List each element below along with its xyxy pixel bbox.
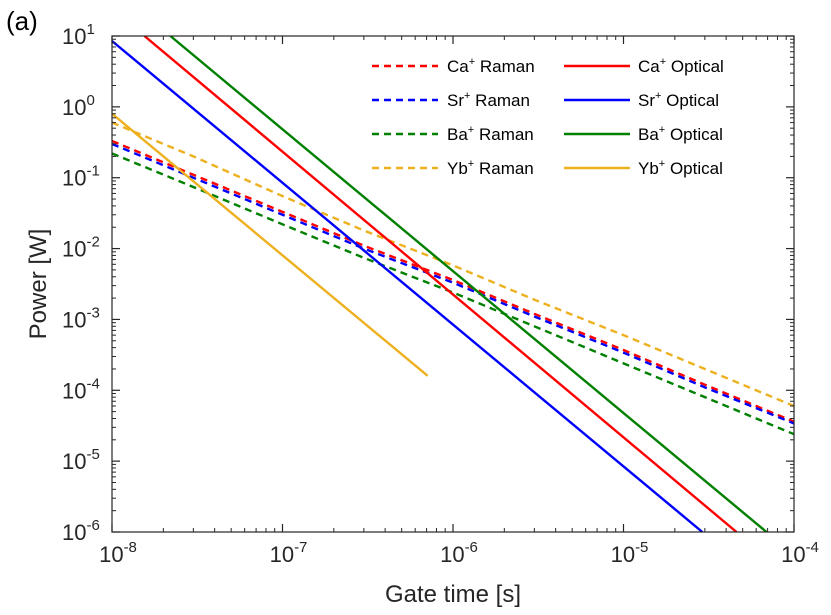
tick-layer: 10-8 10-7 10-6 10-5 10-4 10-6 10-5 10-4 10-3 10-2… — [62, 21, 819, 567]
legend-entry-yb-optical: Yb+ Optical — [564, 158, 723, 178]
panel-label: (a) — [6, 6, 38, 36]
legend-label: Ca+ Optical — [638, 56, 724, 76]
y-tick-label: 10-5 — [62, 446, 100, 474]
legend-entry-yb-raman: Yb+ Raman — [372, 158, 534, 178]
series-sr-optical-line — [112, 40, 704, 532]
series-yb-raman-line — [112, 121, 794, 408]
legend-label: Sr+ Optical — [638, 90, 719, 110]
x-tick-label: 10-7 — [270, 539, 308, 567]
y-axis-label: Power [W] — [25, 229, 52, 340]
legend-entry-sr-optical: Sr+ Optical — [564, 90, 719, 110]
series-yb-optical-line — [112, 112, 429, 377]
series-ca-optical-line — [143, 36, 738, 532]
axes-box — [111, 35, 795, 533]
legend-entry-ca-optical: Ca+ Optical — [564, 56, 724, 76]
legend-entry-sr-raman: Sr+ Raman — [372, 90, 530, 110]
legend-label: Sr+ Raman — [447, 90, 530, 110]
legend-label: Ca+ Raman — [447, 56, 535, 76]
series-ba-raman-line — [112, 152, 794, 436]
legend-entry-ba-raman: Ba+ Raman — [372, 124, 534, 144]
x-tick-label: 10-5 — [611, 539, 649, 567]
x-tick-label: 10-6 — [440, 539, 478, 567]
x-axis-label: Gate time [s] — [385, 581, 521, 608]
y-tick-label: 101 — [62, 21, 95, 49]
series-layer — [112, 36, 794, 532]
legend-label: Yb+ Raman — [447, 158, 534, 178]
x-tick-label: 10-4 — [781, 539, 819, 567]
legend: Ca+ Raman Sr+ Raman Ba+ Raman Yb+ Raman Ca+ … — [372, 56, 724, 178]
y-tick-label: 10-6 — [62, 517, 100, 545]
legend-label: Yb+ Optical — [638, 158, 723, 178]
y-tick-label: 10-1 — [62, 163, 100, 191]
y-tick-label: 10-4 — [62, 375, 100, 403]
y-tick-label: 10-2 — [62, 234, 100, 262]
legend-entry-ca-raman: Ca+ Raman — [372, 56, 535, 76]
legend-label: Ba+ Optical — [638, 124, 723, 144]
series-ba-optical-line — [169, 36, 768, 532]
x-tick-label: 10-8 — [99, 539, 137, 567]
y-tick-label: 100 — [62, 92, 95, 120]
legend-entry-ba-optical: Ba+ Optical — [564, 124, 723, 144]
y-tick-label: 10-3 — [62, 304, 100, 332]
legend-label: Ba+ Raman — [447, 124, 534, 144]
series-ca-raman-line — [112, 139, 794, 423]
series-sr-raman-line — [112, 142, 794, 425]
